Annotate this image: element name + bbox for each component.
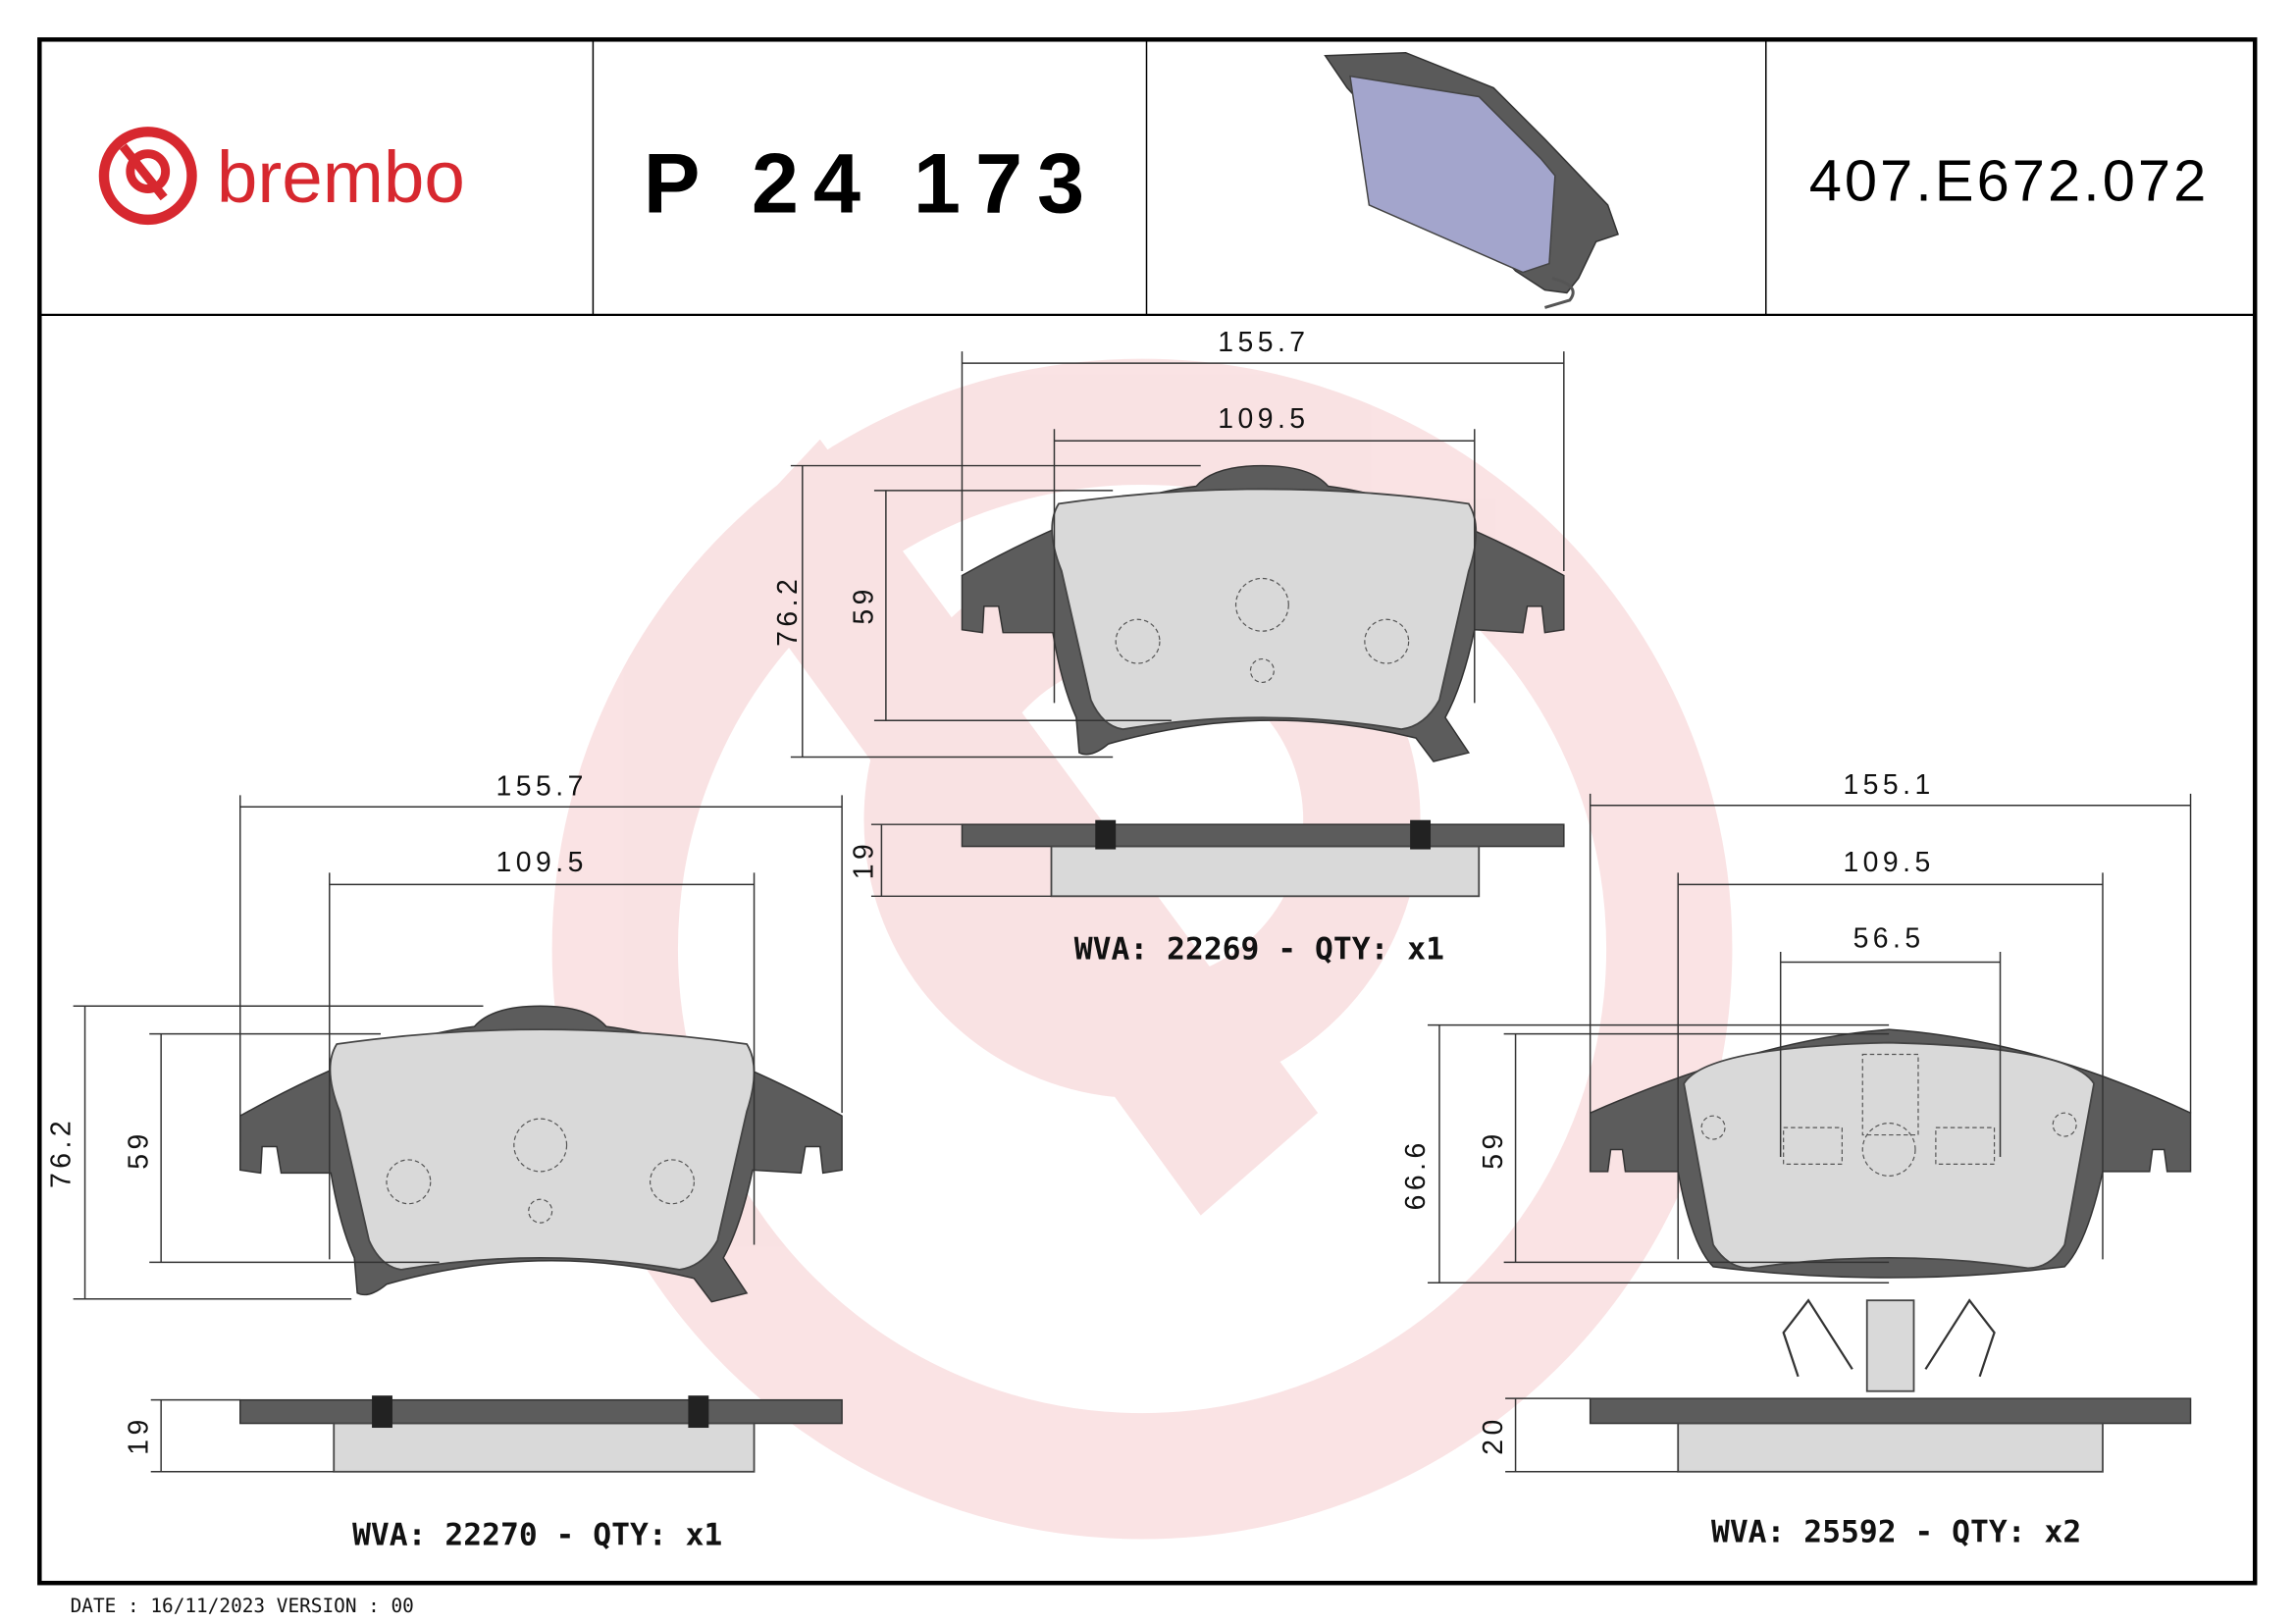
sheet-frame	[37, 37, 2258, 1586]
wva-label: WVA: 25592 - QTY: x2	[1711, 1514, 2081, 1549]
wva-label: WVA: 22270 - QTY: x1	[352, 1517, 722, 1552]
dim-total-height: 76.2	[46, 1117, 78, 1188]
dim-friction-width: 109.5	[1218, 403, 1309, 435]
dim-total-height: 76.2	[772, 575, 804, 647]
dim-total-height: 66.6	[1400, 1138, 1432, 1210]
part-number: P 24 173	[644, 136, 1099, 231]
dim-total-width: 155.1	[1843, 769, 1934, 801]
dim-total-width: 155.7	[1218, 327, 1309, 358]
dim-friction-width: 109.5	[1843, 847, 1934, 878]
product-image	[1324, 51, 1619, 309]
dim-total-width: 155.7	[496, 770, 588, 802]
brand-wordmark: brembo	[217, 135, 465, 218]
reference-code: 407.E672.072	[1809, 147, 2210, 213]
dim-friction-height: 59	[848, 585, 879, 624]
pad-drawing-1: 155.7 109.5 76.2 59 19 WVA: 22269 - QTY:…	[772, 327, 1565, 967]
brembo-logo: brembo	[98, 127, 465, 226]
wva-label: WVA: 22269 - QTY: x1	[1074, 931, 1444, 967]
pad-drawing-3: 155.1 109.5 56.5 66.6 59 20 WVA: 25592 -…	[1400, 769, 2192, 1549]
dim-friction-height: 59	[124, 1129, 155, 1169]
dim-thickness: 19	[124, 1415, 155, 1454]
dim-friction-height: 59	[1478, 1129, 1509, 1169]
dim-friction-width: 109.5	[496, 847, 588, 878]
dim-thickness: 19	[848, 840, 879, 879]
dim-thickness: 20	[1478, 1415, 1509, 1454]
dim-sensor-width: 56.5	[1853, 923, 1925, 955]
pad-drawing-2: 155.7 109.5 76.2 59 19 WVA: 22270 - QTY:…	[46, 770, 843, 1552]
footer-date-version: DATE : 16/11/2023 VERSION : 00	[71, 1595, 414, 1617]
